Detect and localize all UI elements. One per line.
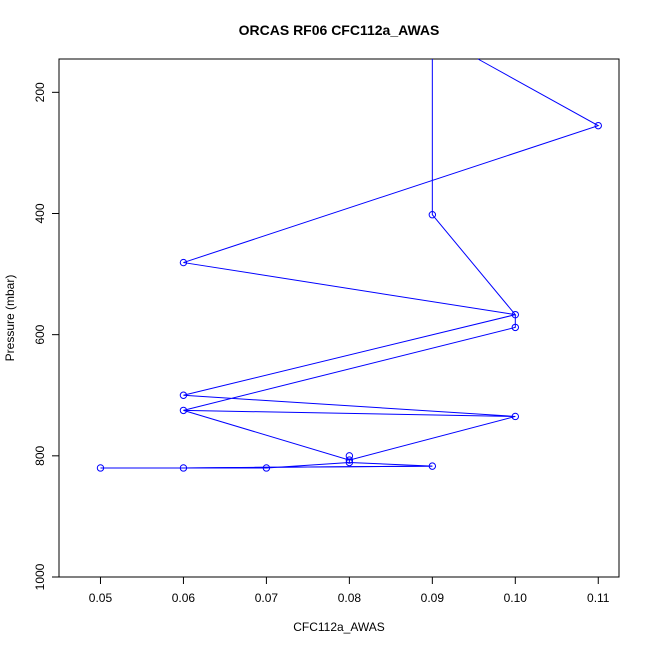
x-tick-label: 0.08: [338, 591, 362, 605]
y-axis-label: Pressure (mbar): [3, 275, 17, 362]
y-tick-label: 600: [33, 324, 47, 344]
plot-frame: [58, 58, 620, 578]
data-point: [262, 464, 271, 472]
x-tick-label: 0.10: [504, 591, 528, 605]
x-axis: 0.05 0.06 0.07 0.08 0.09 0.10 0.11: [89, 576, 610, 605]
data-point: [179, 391, 188, 399]
x-axis-label: CFC112a_AWAS: [293, 620, 385, 634]
data-point: [96, 464, 105, 472]
series-line-upper: [183, 58, 600, 316]
x-tick-label: 0.06: [172, 591, 196, 605]
y-tick-label: 1000: [33, 563, 47, 590]
data-point: [179, 464, 188, 472]
data-point: [428, 211, 437, 219]
data-point: [511, 310, 519, 319]
x-tick-label: 0.07: [255, 591, 279, 605]
series-line-bottom-link: [183, 465, 433, 469]
x-tick-label: 0.05: [89, 591, 113, 605]
data-point: [179, 406, 188, 415]
data-point: [345, 456, 354, 464]
series: [96, 58, 602, 472]
data-point: [428, 462, 437, 470]
data-point: [511, 323, 519, 332]
y-tick-label: 400: [33, 203, 47, 223]
series-line-middle: [183, 314, 516, 417]
data-point: [179, 258, 188, 267]
y-tick-label: 800: [33, 445, 47, 465]
y-tick-label: 200: [33, 82, 47, 102]
y-axis: 200 400 600 800 1000: [33, 82, 60, 590]
x-tick-label: 0.11: [587, 591, 610, 605]
chart-title: ORCAS RF06 CFC112a_AWAS: [239, 22, 440, 38]
data-point: [345, 458, 354, 467]
x-tick-label: 0.09: [421, 591, 445, 605]
data-point: [511, 412, 519, 421]
data-point: [594, 121, 602, 130]
